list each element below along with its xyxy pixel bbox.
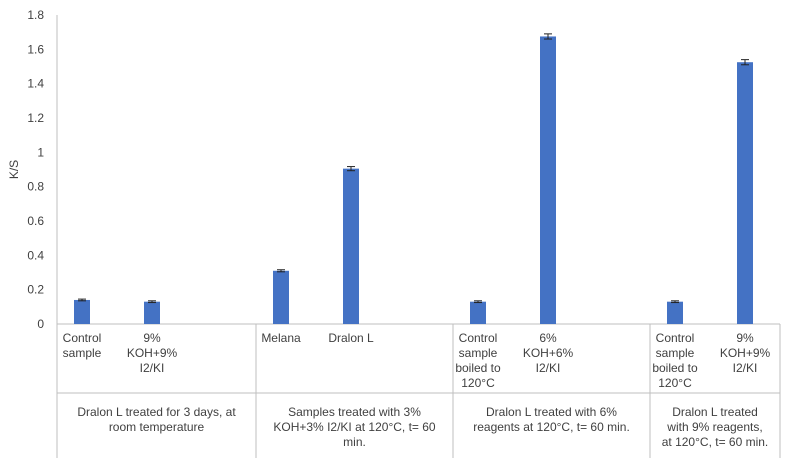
category-label: Control sample boiled to 120°C	[455, 331, 501, 390]
category-label: Melana	[261, 331, 301, 345]
bar	[343, 168, 359, 324]
y-tick-label: 1.6	[27, 42, 44, 56]
y-tick-label: 0.4	[27, 248, 44, 262]
y-tick-label: 0.6	[27, 214, 44, 228]
y-tick-label: 0.2	[27, 283, 44, 297]
bar	[144, 301, 160, 324]
category-label: 9% KOH+9% I2/KI	[126, 331, 178, 375]
bar	[273, 270, 289, 324]
category-label: Dralon L	[328, 331, 374, 345]
y-tick-label: 1	[37, 145, 44, 159]
y-tick-label: 1.2	[27, 111, 44, 125]
y-tick-label: 1.8	[27, 8, 44, 22]
bar	[667, 301, 683, 324]
y-tick-label: 0.8	[27, 180, 44, 194]
bars-layer	[74, 33, 753, 324]
y-tick-label: 0	[37, 317, 44, 331]
group-label: Dralon L treated for 3 days, at room tem…	[77, 405, 236, 434]
bar	[540, 36, 556, 324]
bar	[74, 299, 90, 324]
axes-layer: 0 0.2 0.4 0.6 0.8 1 1.2 1.4 1.6 1.8 K/S	[7, 8, 781, 458]
category-label: Control sample boiled to 120°C	[652, 331, 698, 390]
y-tick-label: 1.4	[27, 77, 44, 91]
category-label: 6% KOH+6% I2/KI	[522, 331, 574, 375]
bar	[470, 301, 486, 324]
group-label: Samples treated with 3% KOH+3% I2/KI at …	[273, 405, 436, 449]
category-label: 9% KOH+9% I2/KI	[719, 331, 771, 375]
y-axis-label: K/S	[7, 160, 21, 179]
group-label: Dralon L treated with 9% reagents, at 12…	[661, 405, 769, 449]
category-label: Control sample	[62, 331, 102, 360]
group-label: Dralon L treated with 6% reagents at 120…	[473, 405, 630, 434]
bar	[737, 62, 753, 324]
